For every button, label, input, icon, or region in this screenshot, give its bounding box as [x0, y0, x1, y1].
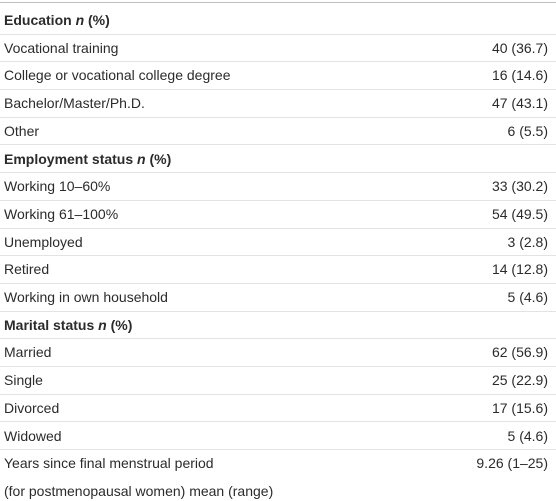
- top-rule: [0, 2, 556, 3]
- section-row: Education n (%): [0, 7, 556, 35]
- table-row: Years since final menstrual period 9.26 (…: [0, 450, 556, 478]
- table-row: Working 61–100% 54 (49.5): [0, 201, 556, 229]
- row-label: Single: [4, 372, 43, 389]
- heading-part: (%): [149, 150, 172, 167]
- heading-part: (%): [110, 316, 133, 333]
- row-label: College or vocational college degree: [4, 67, 231, 84]
- table-row: Married 62 (56.9): [0, 339, 556, 368]
- row-value: 6 (5.5): [507, 122, 548, 139]
- row-value: 25 (22.9): [491, 372, 548, 389]
- row-value: 16 (14.6): [491, 67, 548, 84]
- row-label: Widowed: [4, 427, 62, 444]
- table-row: (for postmenopausal women) mean (range): [0, 478, 556, 501]
- heading-part: Education: [4, 12, 72, 28]
- heading-part: n: [98, 316, 107, 333]
- table-row: Retired 14 (12.8): [0, 256, 556, 284]
- row-value: 47 (43.1): [491, 95, 548, 112]
- row-value: 62 (56.9): [491, 344, 548, 361]
- row-label: Working 10–60%: [4, 178, 111, 195]
- row-value: 40 (36.7): [491, 39, 548, 56]
- row-label: Unemployed: [4, 233, 83, 250]
- row-label: Other: [4, 122, 40, 139]
- row-label: Vocational training: [4, 39, 119, 56]
- section-row: Marital status n (%): [0, 312, 556, 340]
- heading-part: Marital status: [4, 316, 95, 333]
- table-row: Bachelor/Master/Ph.D. 47 (43.1): [0, 90, 556, 118]
- heading-part: n: [137, 150, 146, 167]
- row-value: 3 (2.8): [507, 233, 548, 250]
- section-heading: Marital status n (%): [4, 312, 132, 340]
- heading-part: Employment status: [4, 150, 134, 167]
- row-label: Working in own household: [4, 289, 168, 305]
- table-row: Single 25 (22.9): [0, 367, 556, 395]
- table-row: Other 6 (5.5): [0, 118, 556, 146]
- row-value: 54 (49.5): [491, 205, 548, 222]
- row-value: 9.26 (1–25): [476, 455, 548, 472]
- row-label: Married: [4, 344, 52, 361]
- row-label: (for postmenopausal women) mean (range): [4, 482, 274, 499]
- heading-part: (%): [88, 12, 110, 28]
- section-heading: Employment status n (%): [4, 146, 171, 174]
- row-value: 5 (4.6): [507, 427, 548, 444]
- row-value: 33 (30.2): [491, 178, 548, 195]
- table-row: Working in own household 5 (4.6): [0, 284, 556, 312]
- table-row: Widowed 5 (4.6): [0, 423, 556, 451]
- table-row: Unemployed 3 (2.8): [0, 229, 556, 257]
- table-row: Divorced 17 (15.6): [0, 395, 556, 423]
- heading-part: n: [75, 12, 85, 28]
- table-row: Vocational training 40 (36.7): [0, 35, 556, 63]
- section-row: Employment status n (%): [0, 146, 556, 174]
- row-label: Years since final menstrual period: [4, 455, 214, 472]
- row-value: 14 (12.8): [491, 261, 548, 278]
- table-row: Working 10–60% 33 (30.2): [0, 173, 556, 201]
- row-label: Working 61–100%: [4, 205, 119, 222]
- section-heading: Education n (%): [4, 7, 110, 35]
- row-label: Retired: [4, 261, 50, 278]
- row-label: Bachelor/Master/Ph.D.: [4, 95, 145, 112]
- row-label: Divorced: [4, 399, 60, 416]
- row-value: 5 (4.6): [507, 289, 548, 305]
- table-row: College or vocational college degree 16 (…: [0, 62, 556, 91]
- row-value: 17 (15.6): [491, 399, 548, 416]
